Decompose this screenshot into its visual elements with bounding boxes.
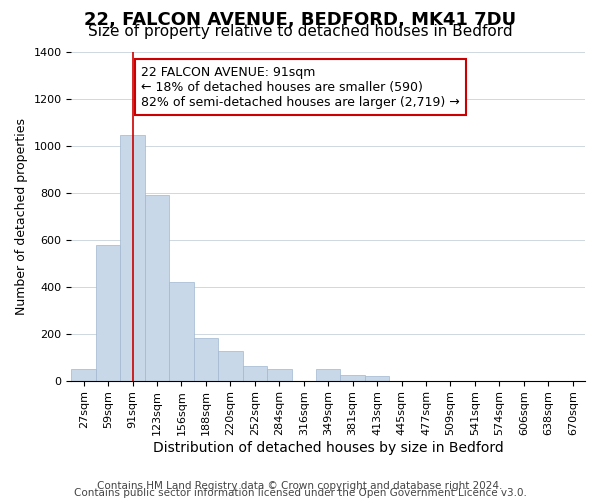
Text: 22, FALCON AVENUE, BEDFORD, MK41 7DU: 22, FALCON AVENUE, BEDFORD, MK41 7DU	[84, 11, 516, 29]
Y-axis label: Number of detached properties: Number of detached properties	[15, 118, 28, 314]
Text: Size of property relative to detached houses in Bedford: Size of property relative to detached ho…	[88, 24, 512, 39]
Bar	[96, 246, 121, 380]
X-axis label: Distribution of detached houses by size in Bedford: Distribution of detached houses by size …	[153, 441, 503, 455]
Bar	[145, 195, 169, 380]
Bar	[316, 370, 340, 380]
Bar	[340, 374, 365, 380]
Bar	[267, 369, 292, 380]
Bar	[194, 338, 218, 380]
Text: Contains public sector information licensed under the Open Government Licence v3: Contains public sector information licen…	[74, 488, 526, 498]
Bar	[218, 351, 242, 380]
Text: Contains HM Land Registry data © Crown copyright and database right 2024.: Contains HM Land Registry data © Crown c…	[97, 481, 503, 491]
Bar	[242, 366, 267, 380]
Bar	[365, 376, 389, 380]
Bar	[169, 282, 194, 380]
Bar	[121, 135, 145, 380]
Text: 22 FALCON AVENUE: 91sqm
← 18% of detached houses are smaller (590)
82% of semi-d: 22 FALCON AVENUE: 91sqm ← 18% of detache…	[141, 66, 460, 108]
Bar	[71, 369, 96, 380]
